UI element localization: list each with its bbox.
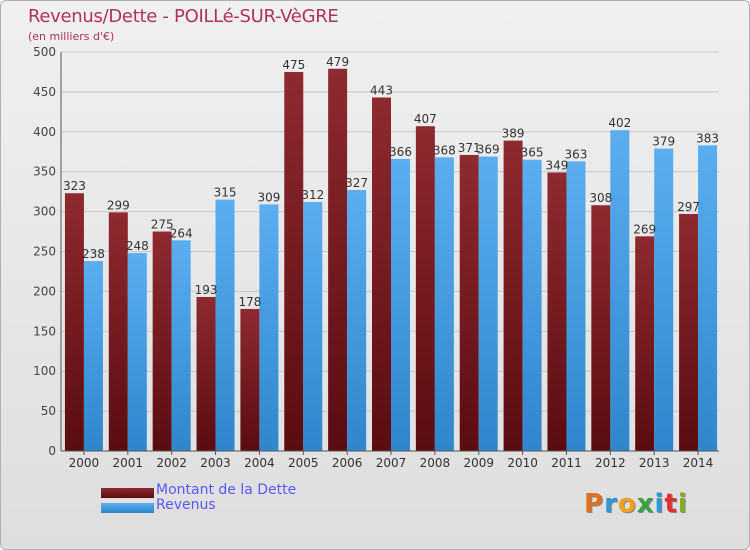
data-label-dette: 349 [546,158,569,172]
y-tick-label: 400 [33,125,56,139]
bar-dette-2005 [284,71,304,451]
data-label-revenus: 248 [126,239,149,253]
y-tick-label: 50 [41,404,56,418]
bar-revenus-2006 [347,190,367,451]
y-tick-label: 0 [48,444,56,458]
data-label-dette: 193 [195,283,218,297]
data-label-revenus: 238 [82,247,105,261]
legend-label-revenus: Revenus [156,497,216,513]
bar-dette-2006 [328,68,348,452]
data-label-dette: 275 [151,218,174,232]
bar-revenus-2003 [215,199,235,451]
data-label-revenus: 264 [170,226,193,240]
data-label-revenus: 312 [301,188,324,202]
y-tick-label: 200 [33,284,56,298]
x-tick-label: 2010 [507,456,538,470]
y-tick-label: 100 [33,364,56,378]
x-tick-label: 2014 [683,456,714,470]
bar-dette-2011 [547,172,567,452]
data-label-dette: 371 [458,141,481,155]
data-label-dette: 299 [107,198,130,212]
bar-revenus-2010 [522,159,542,452]
bar-dette-2004 [240,308,260,451]
data-label-revenus: 383 [696,131,719,145]
bar-dette-2010 [503,140,523,451]
data-label-revenus: 402 [608,116,631,130]
bar-revenus-2001 [127,253,147,451]
bar-revenus-2004 [259,204,279,451]
legend-swatch-dette [101,488,154,498]
bar-revenus-2013 [654,148,674,452]
bar-revenus-2002 [171,240,191,451]
data-label-revenus: 368 [433,143,456,157]
data-label-revenus: 365 [521,146,544,160]
chart-title: Revenus/Dette - POILLé-SUR-VèGRE [28,6,339,27]
legend-label-dette: Montant de la Dette [156,482,297,498]
bar-dette-2013 [635,236,655,451]
x-tick-label: 2003 [200,456,231,470]
bar-dette-2002 [152,231,172,451]
y-tick-label: 350 [33,165,56,179]
bar-dette-2009 [459,154,479,451]
data-label-revenus: 315 [214,186,237,200]
chart-subtitle: (en milliers d'€) [28,30,115,43]
x-tick-label: 2013 [639,456,670,470]
bar-revenus-2009 [478,156,498,451]
data-label-revenus: 327 [345,176,368,190]
data-label-dette: 389 [502,127,525,141]
y-tick-label: 500 [33,45,56,59]
data-label-revenus: 369 [477,143,500,157]
data-label-revenus: 309 [257,190,280,204]
x-tick-label: 2012 [595,456,626,470]
bar-revenus-2007 [391,158,410,451]
y-tick-label: 250 [33,245,56,259]
y-tick-label: 300 [33,205,56,219]
data-label-revenus: 366 [389,145,412,159]
legend-swatch-revenus [101,503,154,513]
y-tick-label: 450 [33,85,56,99]
bar-dette-2007 [372,97,391,452]
bar-dette-2003 [196,296,216,451]
x-tick-label: 2000 [69,456,100,470]
bar-dette-2012 [591,205,611,451]
x-tick-label: 2009 [463,456,494,470]
proxiti-logo: Proxiti [584,489,688,519]
x-tick-label: 2008 [420,456,451,470]
bar-revenus-2014 [698,145,718,451]
data-label-revenus: 379 [652,135,675,149]
x-tick-label: 2004 [244,456,275,470]
bar-revenus-2005 [303,202,323,451]
data-label-dette: 178 [238,295,261,309]
data-label-dette: 308 [589,191,612,205]
bar-dette-2014 [679,213,699,451]
bar-dette-2008 [415,126,435,452]
data-label-dette: 323 [63,179,86,193]
y-tick-label: 150 [33,324,56,338]
data-label-dette: 443 [370,83,393,97]
bar-revenus-2012 [610,130,630,452]
x-tick-label: 2002 [156,456,187,470]
bar-revenus-2008 [434,157,454,451]
data-label-dette: 269 [633,222,656,236]
data-label-revenus: 363 [565,147,588,161]
data-label-dette: 479 [326,55,349,69]
x-tick-label: 2005 [288,456,319,470]
x-tick-label: 2006 [332,456,363,470]
bar-dette-2001 [108,212,128,451]
x-tick-label: 2011 [551,456,582,470]
data-label-dette: 407 [414,112,437,126]
bar-revenus-2011 [566,161,586,452]
x-tick-label: 2001 [113,456,144,470]
data-label-dette: 297 [677,200,700,214]
bar-dette-2000 [64,193,84,451]
bar-revenus-2000 [83,261,103,451]
data-label-dette: 475 [282,58,305,72]
x-tick-label: 2007 [376,456,407,470]
